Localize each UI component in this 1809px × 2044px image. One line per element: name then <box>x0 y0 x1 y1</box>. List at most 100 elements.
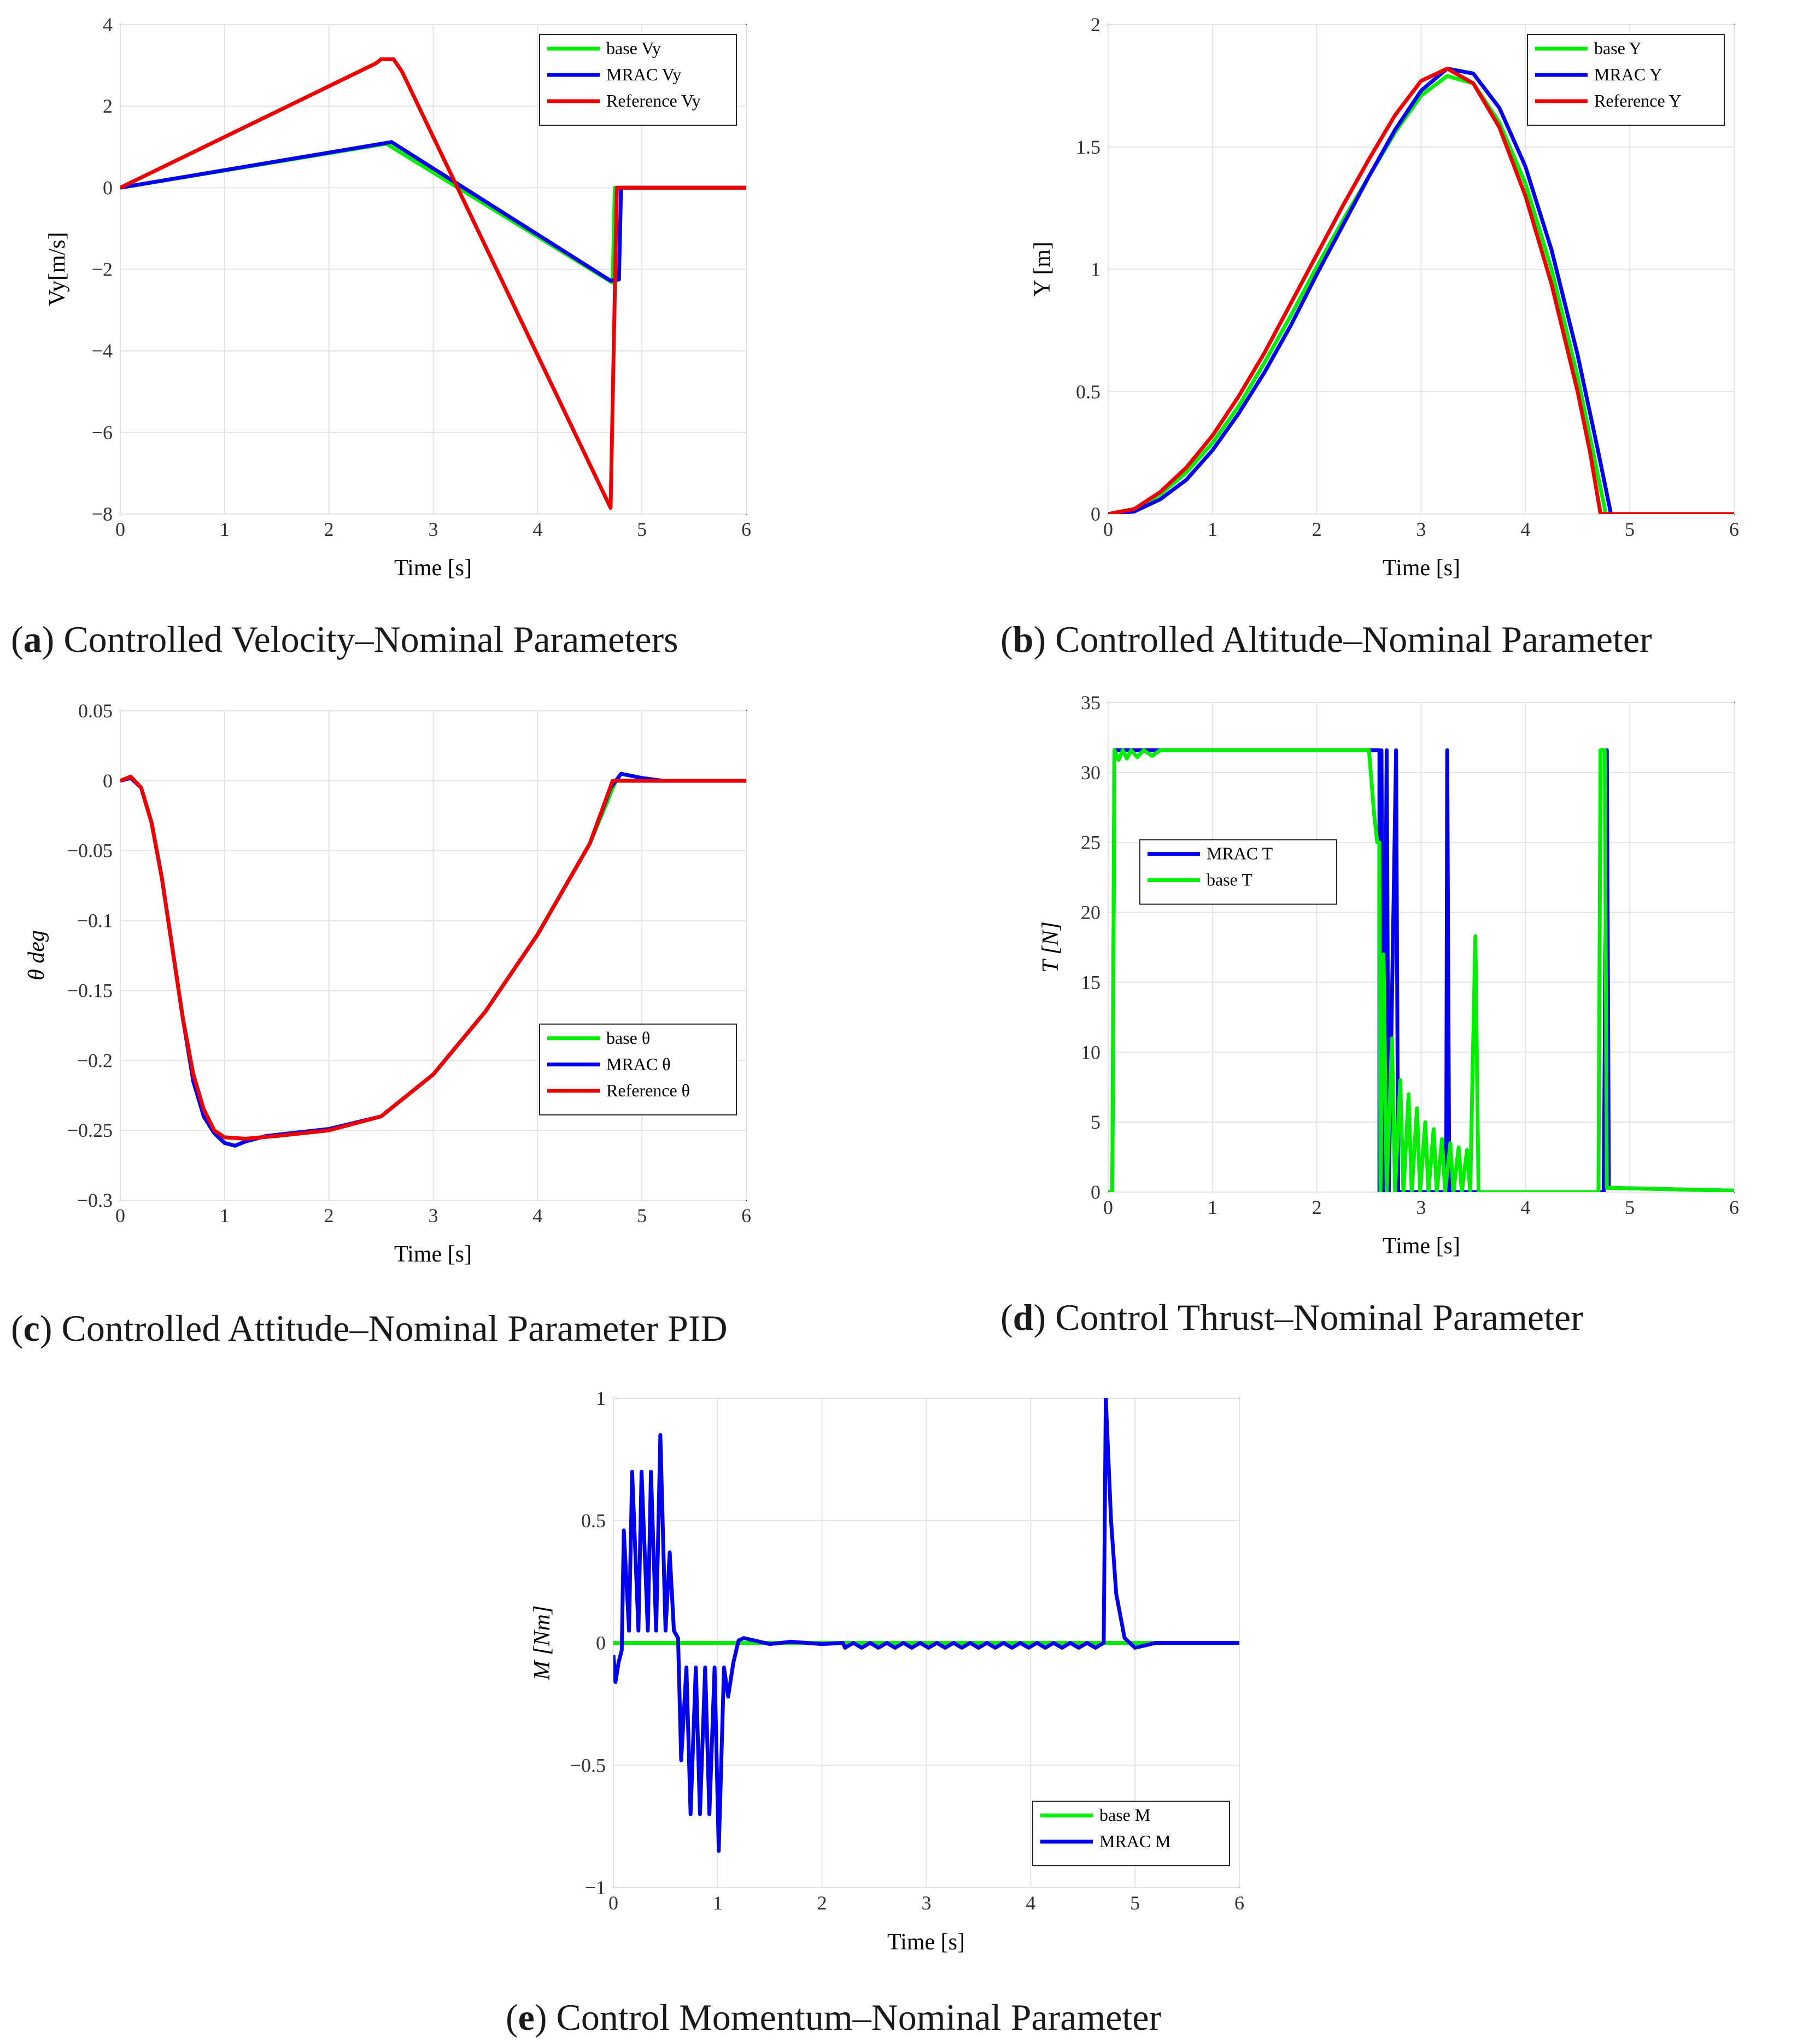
panel-c-series-2 <box>120 774 746 1141</box>
panel-c-xtick-label: 1 <box>220 1205 230 1227</box>
panel-a-caption-text: Controlled Velocity–Nominal Parameters <box>63 618 678 660</box>
panel-c-caption-letter: c <box>24 1307 40 1349</box>
panel-b-caption-text: Controlled Altitude–Nominal Parameter <box>1055 618 1652 660</box>
panel-a-xtick-label: 6 <box>741 518 751 540</box>
panel-c-legend-label-2: Reference θ <box>606 1081 690 1100</box>
panel-b-xtick-label: 6 <box>1729 518 1739 540</box>
panel-d-xtick-label: 0 <box>1103 1196 1113 1218</box>
panel-d-xtick-label: 6 <box>1729 1196 1739 1218</box>
panel-d-xtick-label: 1 <box>1208 1196 1217 1218</box>
panel-a-ytick-label: −6 <box>92 422 113 443</box>
panel-b-legend-label-2: Reference Y <box>1594 91 1682 110</box>
panel-e-caption-letter: e <box>518 1996 535 2038</box>
panel-d-ytick-label: 0 <box>1091 1181 1100 1203</box>
panel-d-ylabel: T [N] <box>1038 921 1063 973</box>
panel-d-ytick-label: 5 <box>1091 1111 1100 1133</box>
panel-a-ytick-label: 4 <box>103 14 113 36</box>
panel-d-ytick-label: 10 <box>1081 1041 1100 1063</box>
panel-e-xtick-label: 6 <box>1234 1892 1244 1914</box>
panel-e-ytick-label: −1 <box>585 1877 606 1899</box>
panel-e-xtick-label: 2 <box>817 1892 827 1914</box>
panel-a-ytick-label: −4 <box>92 340 113 362</box>
panel-e-xlabel: Time [s] <box>887 1930 965 1955</box>
panel-b-legend-label-0: base Y <box>1594 38 1642 58</box>
panel-b-caption: (b) Controlled Altitude–Nominal Paramete… <box>1000 618 1652 660</box>
panel-b-ytick-label: 1.5 <box>1076 136 1100 158</box>
panel-a-xlabel: Time [s] <box>394 556 472 581</box>
panel-e-series-1 <box>613 1398 1239 1853</box>
panel-c-ytick-label: −0.2 <box>77 1049 113 1071</box>
panel-a-xtick-label: 4 <box>532 518 542 540</box>
panel-b-xtick-label: 1 <box>1208 518 1217 540</box>
panel-c-caption: (c) Controlled Attitude–Nominal Paramete… <box>11 1307 728 1349</box>
panel-d-xlabel: Time [s] <box>1383 1234 1460 1259</box>
panel-c-attitude: 0 1 2 3 4 5 6 −0.3 −0.25 −0.2 −0.15 −0.1 −0.05 0 0.05 b… <box>11 700 751 1349</box>
panel-b-ytick-label: 1 <box>1091 259 1100 281</box>
panel-d-xtick-label: 3 <box>1416 1196 1426 1218</box>
panel-b-caption-letter: b <box>1013 618 1034 660</box>
panel-e-ylabel: M [Nm] <box>530 1605 555 1681</box>
panel-d-ytick-label: 25 <box>1081 832 1100 854</box>
panel-c-xlabel: Time [s] <box>394 1242 472 1267</box>
panel-e-legend-label-1: MRAC M <box>1099 1831 1171 1851</box>
panel-d-thrust: 0 1 2 3 4 5 6 0 5 10 15 20 25 30 35 MRAC T base T Time [… <box>1000 692 1739 1338</box>
panel-a-ytick-label: 0 <box>103 177 113 198</box>
panel-a-legend-label-2: Reference Vy <box>606 91 701 110</box>
panel-b-ytick-label: 2 <box>1091 14 1100 36</box>
panel-d-caption-text: Control Thrust–Nominal Parameter <box>1055 1297 1583 1338</box>
panel-a-caption-letter: a <box>24 618 42 660</box>
panel-c-xtick-label: 0 <box>115 1205 125 1227</box>
panel-a-ytick-label: −8 <box>92 503 113 525</box>
panel-e-xtick-label: 1 <box>713 1892 723 1914</box>
panel-d-series-1 <box>1108 748 1734 1192</box>
panel-c-caption-text: Controlled Attitude–Nominal Parameter PI… <box>62 1307 728 1349</box>
panel-e-legend-label-0: base M <box>1099 1805 1150 1825</box>
panel-e-ytick-label: −0.5 <box>570 1754 606 1776</box>
panel-d-xtick-label: 4 <box>1520 1196 1530 1218</box>
panel-b-xtick-label: 4 <box>1520 518 1530 540</box>
panel-c-ytick-label: 0.05 <box>78 700 113 722</box>
panel-a-xtick-label: 2 <box>324 518 334 540</box>
panel-d-ytick-label: 35 <box>1081 692 1100 714</box>
panel-a-ytick-label: 2 <box>103 95 113 117</box>
panel-b-xtick-label: 2 <box>1312 518 1322 540</box>
panel-e-caption: (e) Control Momentum–Nominal Parameter <box>506 1996 1162 2038</box>
panel-e-legend-box <box>1032 1801 1230 1866</box>
panel-c-ytick-label: −0.25 <box>67 1119 113 1141</box>
panel-d-legend-label-0: MRAC T <box>1207 844 1273 863</box>
panel-a-legend-label-0: base Vy <box>606 38 661 58</box>
panel-c-ytick-label: 0 <box>103 770 113 792</box>
panel-a-series-2 <box>120 57 746 510</box>
panel-a-caption: (a) Controlled Velocity–Nominal Paramete… <box>11 618 678 660</box>
panel-b-ytick-label: 0 <box>1091 503 1100 525</box>
panel-c-ytick-label: −0.1 <box>77 910 113 932</box>
panel-c-legend-label-1: MRAC θ <box>606 1054 671 1074</box>
panel-e-ytick-label: 0.5 <box>581 1510 606 1532</box>
panel-b-legend-label-1: MRAC Y <box>1594 65 1662 84</box>
panel-c-xtick-label: 5 <box>637 1205 647 1227</box>
panel-d-caption-letter: d <box>1013 1297 1034 1338</box>
panel-a-xtick-label: 1 <box>220 518 230 540</box>
panel-c-xtick-label: 3 <box>429 1205 438 1227</box>
panel-d-ytick-label: 30 <box>1081 762 1100 784</box>
panel-d-legend-label-1: base T <box>1207 870 1252 890</box>
panel-a-legend-label-1: MRAC Vy <box>606 65 681 84</box>
panel-b-xtick-label: 3 <box>1416 518 1426 540</box>
panel-d-xtick-label: 2 <box>1312 1196 1322 1218</box>
panel-d-series-0 <box>1108 748 1734 1192</box>
panel-a-xtick-label: 5 <box>637 518 647 540</box>
panel-c-ylabel: θ deg <box>24 930 49 980</box>
panel-d-xtick-label: 5 <box>1625 1196 1635 1218</box>
panel-e-xtick-label: 0 <box>608 1892 618 1914</box>
panel-c-xtick-label: 2 <box>324 1205 334 1227</box>
panel-b-xtick-label: 0 <box>1103 518 1113 540</box>
panel-e-xtick-label: 5 <box>1130 1892 1140 1914</box>
panel-b-xlabel: Time [s] <box>1383 556 1460 581</box>
panel-d-caption: (d) Control Thrust–Nominal Parameter <box>1000 1297 1583 1338</box>
panel-c-xtick-label: 6 <box>741 1205 751 1227</box>
panel-c-ytick-label: −0.3 <box>77 1189 113 1211</box>
panel-a-velocity: 0 1 2 3 4 5 6 −8 −6 −4 −2 0 2 4 base Vy MRAC Vy Referenc… <box>11 14 751 660</box>
